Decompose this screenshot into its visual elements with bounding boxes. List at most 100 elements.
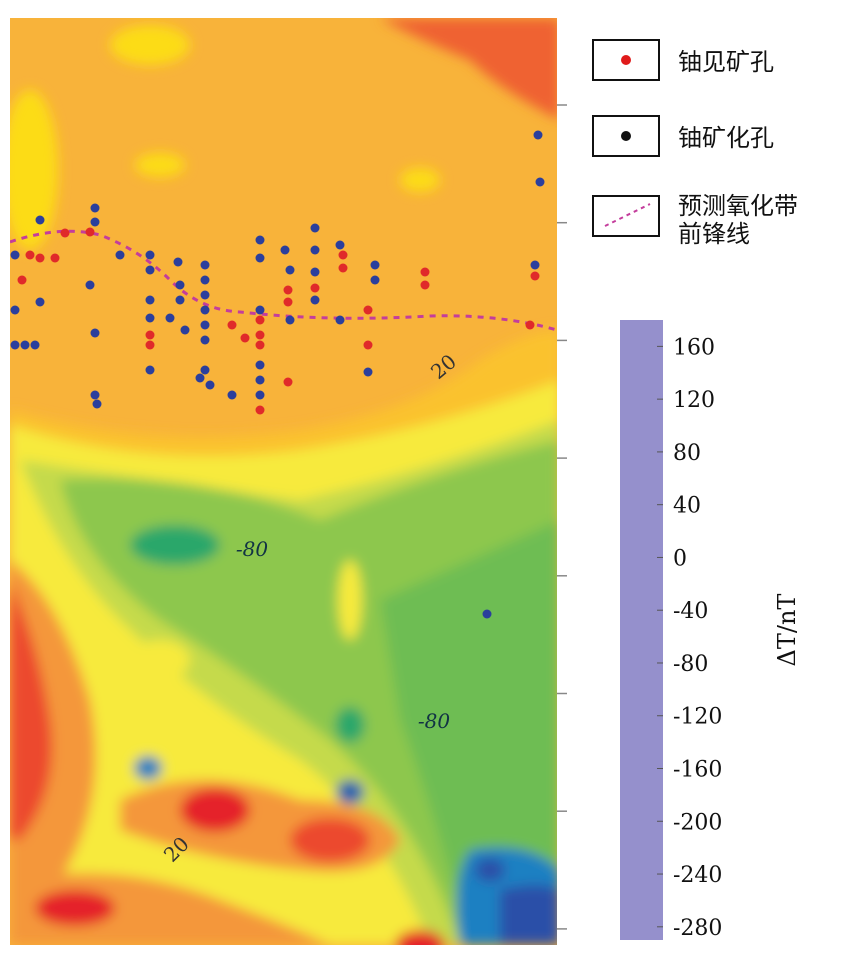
contour-label: -80 — [236, 537, 268, 561]
drill-hole-mineralized — [173, 257, 183, 267]
drill-hole-mineralized — [200, 335, 210, 345]
drill-hole-mineralized — [205, 380, 215, 390]
drill-hole-mineralized — [255, 390, 265, 400]
drill-hole-ore — [363, 340, 373, 350]
colorbar-tick-label: -80 — [673, 652, 708, 677]
drill-hole-mineralized — [363, 367, 373, 377]
legend-label: 铀矿化孔 — [678, 124, 774, 152]
drill-hole-mineralized — [535, 177, 545, 187]
legend-box — [592, 39, 660, 81]
drill-hole-mineralized — [255, 253, 265, 263]
drill-hole-mineralized — [335, 240, 345, 250]
drill-hole-mineralized — [533, 130, 543, 140]
legend-box — [592, 195, 660, 237]
drill-hole-ore — [420, 267, 430, 277]
drill-hole-mineralized — [255, 235, 265, 245]
drill-hole-mineralized — [482, 609, 492, 619]
drill-hole-ore — [530, 271, 540, 281]
colorbar: 160 120 80 40 0 -40 -80 -120 -160 -200 -240 -280 — [620, 320, 722, 941]
colorbar-tick-label: 120 — [673, 388, 715, 413]
colorbar-tick-label: -40 — [673, 599, 708, 624]
drill-hole-mineralized — [310, 267, 320, 277]
colorbar-tick-label: -160 — [673, 758, 722, 783]
drill-hole-mineralized — [280, 245, 290, 255]
drill-hole-mineralized — [115, 250, 125, 260]
drill-hole-mineralized — [35, 215, 45, 225]
drill-hole-mineralized — [310, 295, 320, 305]
map-frame — [557, 104, 567, 930]
drill-hole-mineralized — [335, 315, 345, 325]
drill-hole-ore — [255, 315, 265, 325]
drill-hole-mineralized — [10, 340, 20, 350]
legend-symbol — [621, 55, 631, 65]
drill-hole-mineralized — [200, 365, 210, 375]
drill-hole-ore — [338, 263, 348, 273]
drill-hole-mineralized — [200, 275, 210, 285]
legend-symbol — [621, 131, 631, 141]
drill-hole-ore — [145, 330, 155, 340]
drill-hole-ore — [145, 340, 155, 350]
legend-label: 前锋线 — [678, 220, 750, 248]
drill-hole-mineralized — [90, 390, 100, 400]
drill-hole-mineralized — [255, 375, 265, 385]
colorbar-tick-label: -280 — [673, 916, 722, 941]
colorbar-tick-label: -200 — [673, 810, 722, 835]
drill-hole-ore — [227, 320, 237, 330]
drill-hole-mineralized — [92, 399, 102, 409]
colorbar-tick-label: -120 — [673, 705, 722, 730]
drill-hole-mineralized — [255, 360, 265, 370]
legend: 铀见矿孔 铀矿化孔 预测氧化带 前锋线 — [592, 39, 798, 248]
drill-hole-mineralized — [145, 365, 155, 375]
drill-hole-mineralized — [30, 340, 40, 350]
drill-hole-ore — [60, 228, 70, 238]
drill-hole-mineralized — [90, 328, 100, 338]
drill-hole-mineralized — [145, 250, 155, 260]
drill-hole-ore — [525, 320, 535, 330]
drill-hole-ore — [240, 333, 250, 343]
drill-hole-mineralized — [85, 280, 95, 290]
drill-hole-mineralized — [285, 265, 295, 275]
drill-hole-ore — [255, 405, 265, 415]
colorbar-tick-label: -240 — [673, 863, 722, 888]
drill-hole-mineralized — [10, 305, 20, 315]
drill-hole-ore — [25, 250, 35, 260]
colorbar-band — [620, 320, 663, 940]
drill-hole-ore — [85, 227, 95, 237]
drill-hole-ore — [283, 285, 293, 295]
drill-hole-mineralized — [285, 315, 295, 325]
drill-hole-ore — [363, 305, 373, 315]
drill-hole-mineralized — [90, 203, 100, 213]
drill-hole-mineralized — [200, 305, 210, 315]
colorbar-tick-label: 40 — [673, 494, 701, 519]
drill-hole-ore — [255, 340, 265, 350]
drill-hole-ore — [283, 297, 293, 307]
drill-hole-mineralized — [370, 275, 380, 285]
drill-hole-mineralized — [200, 260, 210, 270]
drill-hole-mineralized — [530, 260, 540, 270]
drill-hole-mineralized — [200, 290, 210, 300]
legend-symbol — [604, 203, 651, 227]
colorbar-tick-label: 0 — [673, 546, 687, 571]
drill-hole-mineralized — [145, 295, 155, 305]
drill-hole-mineralized — [227, 390, 237, 400]
drill-hole-ore — [50, 253, 60, 263]
drill-hole-mineralized — [35, 297, 45, 307]
legend-label: 铀见矿孔 — [678, 48, 774, 76]
drill-hole-mineralized — [175, 280, 185, 290]
legend-label: 预测氧化带 — [678, 192, 798, 220]
drill-hole-mineralized — [200, 320, 210, 330]
drill-hole-ore — [35, 253, 45, 263]
colorbar-tick-label: 80 — [673, 441, 701, 466]
drill-hole-ore — [420, 280, 430, 290]
drill-hole-mineralized — [175, 295, 185, 305]
drill-hole-mineralized — [145, 265, 155, 275]
drill-hole-mineralized — [310, 223, 320, 233]
drill-hole-mineralized — [255, 305, 265, 315]
drill-hole-mineralized — [90, 217, 100, 227]
drill-hole-mineralized — [20, 340, 30, 350]
colorbar-tick-label: 160 — [673, 335, 715, 360]
colorbar-label: ΔT/nT — [773, 594, 801, 667]
drill-hole-mineralized — [180, 325, 190, 335]
drill-hole-mineralized — [145, 313, 155, 323]
